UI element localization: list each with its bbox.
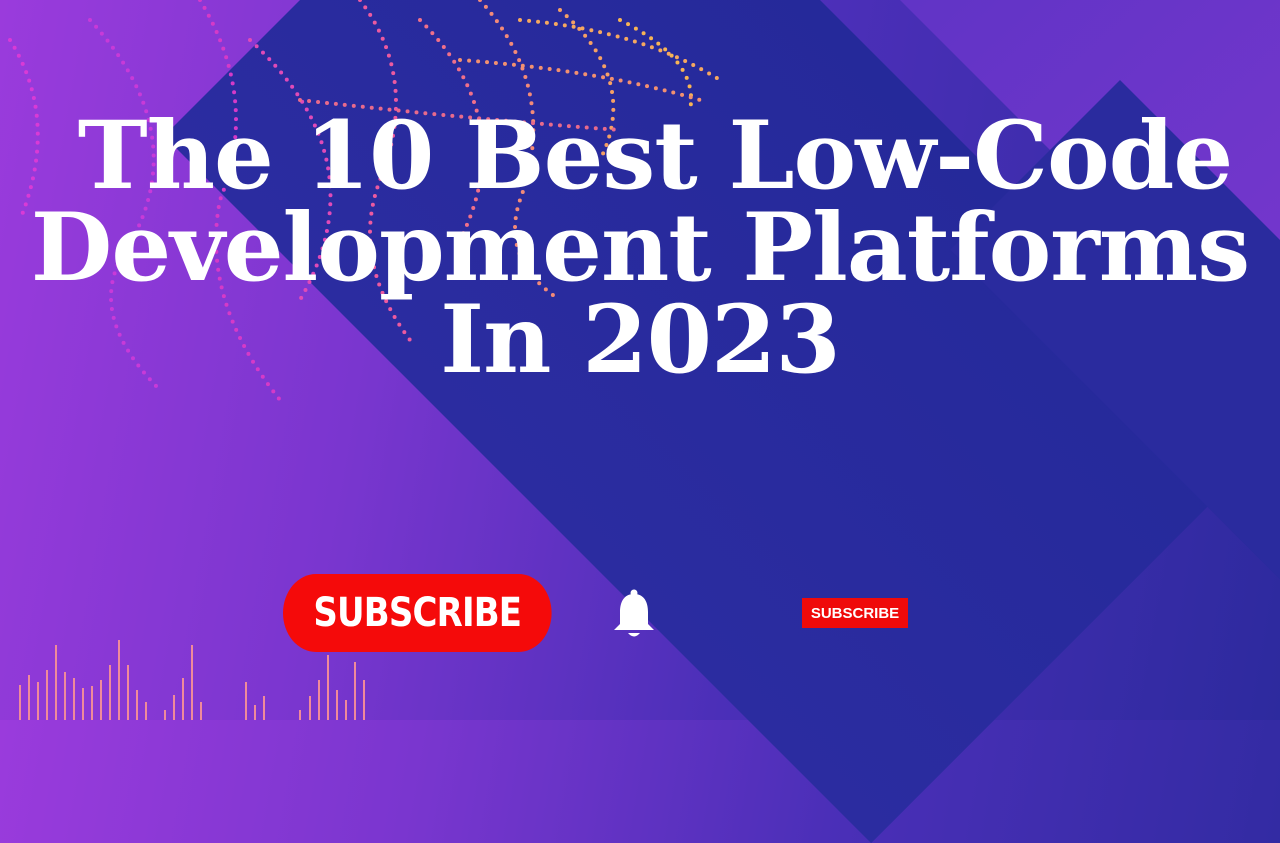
audio-spikes-decoration	[19, 640, 365, 720]
title-line-1: The 10 Best Low-Code	[77, 101, 1233, 211]
subscribe-button-label: SUBSCRIBE	[313, 590, 522, 636]
background	[8, 0, 1280, 843]
bell-icon[interactable]	[612, 588, 656, 640]
dotted-wave-pattern	[8, 0, 722, 402]
video-title: The 10 Best Low-Code Development Platfor…	[0, 101, 1280, 395]
subscribe-button[interactable]: SUBSCRIBE	[283, 574, 552, 652]
title-line-2: Development Platforms	[30, 193, 1250, 303]
title-line-3: In 2023	[440, 285, 841, 395]
subscribe-small-button[interactable]: SUBSCRIBE	[802, 598, 908, 628]
subscribe-small-label: SUBSCRIBE	[810, 604, 900, 622]
